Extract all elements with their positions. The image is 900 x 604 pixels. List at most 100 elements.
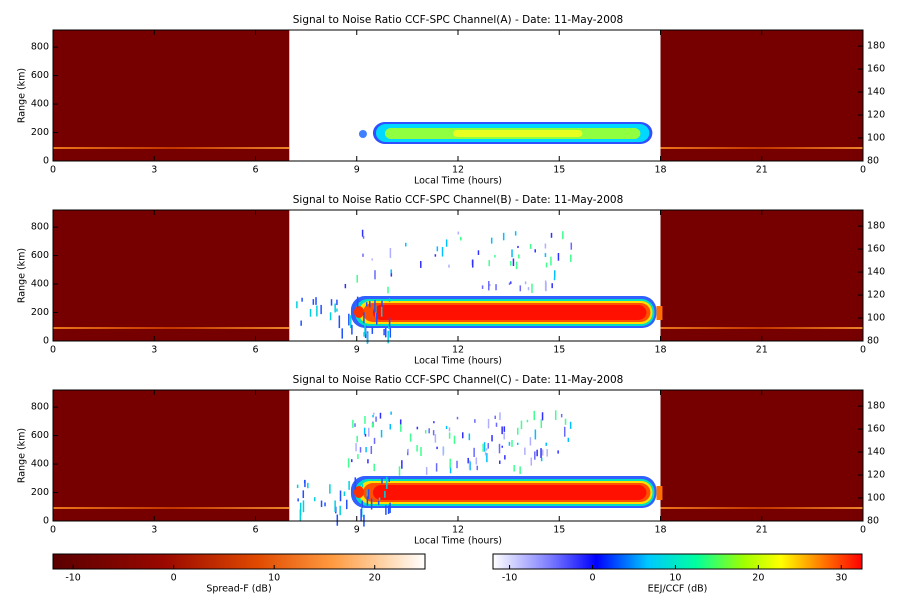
- y2-tick-label: 120: [867, 290, 885, 301]
- noise: [388, 477, 390, 482]
- noise: [348, 481, 350, 490]
- noise: [315, 297, 317, 305]
- noise: [570, 242, 573, 250]
- noise: [299, 502, 302, 516]
- noise: [330, 299, 333, 306]
- x-tick-label: 15: [553, 165, 565, 176]
- x-tick-label: 6: [252, 345, 258, 356]
- noise: [567, 437, 570, 442]
- colorbar-label: Spread-F (dB): [206, 584, 271, 595]
- noise: [553, 277, 556, 281]
- noise: [416, 426, 419, 430]
- echo-line: [660, 327, 863, 329]
- noise: [373, 437, 376, 444]
- noise: [448, 264, 450, 268]
- noise: [351, 324, 353, 335]
- x-tick-label: 18: [654, 165, 666, 176]
- noise: [526, 419, 529, 423]
- y-tick-label: 0: [43, 336, 49, 347]
- noise: [484, 452, 487, 456]
- noise: [336, 299, 338, 305]
- noise: [366, 496, 369, 506]
- noise: [373, 412, 375, 415]
- noise: [409, 433, 412, 442]
- noise: [457, 231, 460, 235]
- x-tick-label: 18: [654, 345, 666, 356]
- noise: [560, 413, 563, 418]
- noise: [307, 482, 309, 489]
- noise: [540, 448, 542, 458]
- noise: [551, 283, 553, 289]
- noise: [299, 509, 302, 522]
- noise: [540, 419, 543, 429]
- noise: [364, 433, 367, 437]
- noise: [554, 410, 557, 420]
- y2-tick-label: 140: [867, 447, 885, 458]
- noise: [503, 432, 505, 440]
- x-tick-label: 0: [50, 165, 56, 176]
- echo-blob: [353, 306, 364, 318]
- noise: [304, 479, 306, 488]
- noise: [516, 442, 519, 445]
- noise: [449, 467, 452, 474]
- x-tick-label: 0: [50, 525, 56, 536]
- noise: [471, 259, 474, 268]
- noise: [314, 497, 316, 502]
- noise: [363, 427, 366, 435]
- echo-line: [660, 147, 863, 149]
- noise: [366, 489, 369, 502]
- noise: [363, 331, 365, 337]
- noise: [527, 287, 530, 291]
- noise: [361, 484, 364, 488]
- x-tick-label: 3: [151, 525, 157, 536]
- echo-blob: [656, 486, 663, 500]
- noise: [513, 464, 515, 472]
- panel-title: Signal to Noise Ratio CCF-SPC Channel(C)…: [293, 374, 624, 386]
- x-tick-label: 0: [860, 525, 866, 536]
- y2-tick-label: 160: [867, 244, 885, 255]
- noise: [511, 439, 513, 447]
- y-axis-label: Range (km): [17, 248, 28, 303]
- colorbar: [492, 553, 863, 570]
- noise: [428, 428, 430, 434]
- noise: [371, 326, 374, 334]
- noise: [362, 253, 364, 257]
- noise: [511, 249, 513, 258]
- noise: [456, 460, 458, 469]
- noise: [354, 423, 356, 427]
- x-axis-label: Local Time (hours): [414, 536, 502, 547]
- noise: [557, 450, 559, 454]
- noise: [529, 437, 532, 446]
- noise: [384, 490, 386, 498]
- x-tick-label: 15: [553, 345, 565, 356]
- noise: [329, 312, 332, 321]
- noise: [509, 281, 512, 284]
- y-tick-label: 200: [31, 307, 49, 318]
- noise: [361, 500, 363, 508]
- noise: [390, 269, 392, 274]
- y2-tick-label: 140: [867, 87, 885, 98]
- noise: [468, 460, 471, 470]
- noise: [344, 283, 347, 289]
- noise: [488, 260, 490, 267]
- y-axis-label: Range (km): [17, 428, 28, 483]
- noise: [563, 426, 566, 437]
- noise: [467, 457, 469, 464]
- noise: [355, 443, 357, 452]
- colorbar-tick-label: 0: [171, 573, 177, 584]
- x-tick-label: 0: [860, 165, 866, 176]
- noise: [334, 500, 336, 512]
- noise: [436, 246, 439, 252]
- noise: [434, 434, 437, 443]
- x-tick-label: 15: [553, 525, 565, 536]
- night-left: [53, 210, 290, 341]
- noise: [485, 448, 488, 451]
- noise: [398, 466, 401, 476]
- noise: [487, 418, 490, 429]
- noise: [379, 412, 382, 419]
- y2-tick-label: 120: [867, 470, 885, 481]
- noise: [386, 476, 388, 489]
- noise: [374, 300, 376, 313]
- noise: [324, 502, 326, 507]
